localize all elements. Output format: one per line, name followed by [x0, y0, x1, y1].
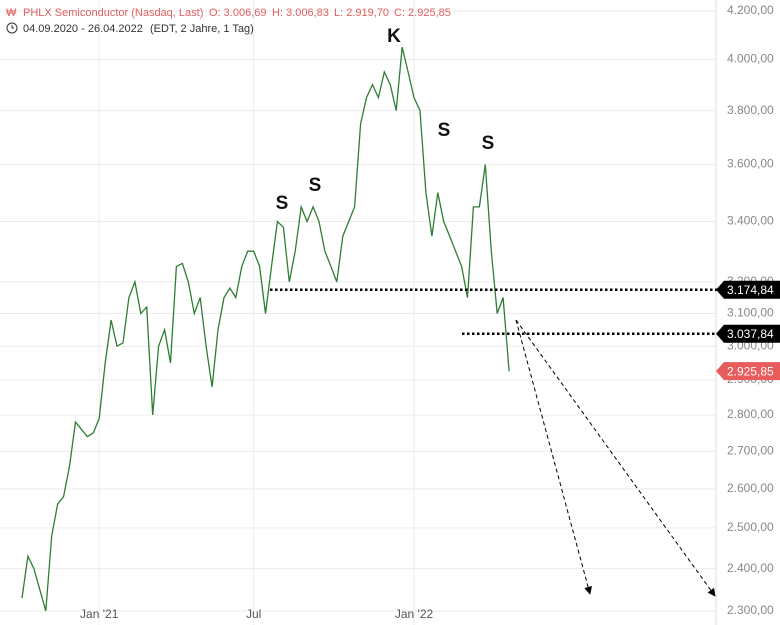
x-tick-label: Jan '22 [395, 607, 434, 621]
last-tag [716, 362, 780, 381]
y-tick-label: 4.000,00 [727, 52, 774, 66]
range-note: (EDT, 2 Jahre, 1 Tag) [150, 23, 254, 35]
ohlc-low: L: 2.919,70 [334, 7, 389, 19]
y-tick-label: 3.600,00 [727, 157, 774, 171]
arrow [515, 319, 716, 597]
y-tick-label: 2.700,00 [727, 443, 774, 457]
y-tick-label: 3.800,00 [727, 103, 774, 117]
x-tick-label: Jan '21 [80, 607, 119, 621]
y-tick-label: 2.300,00 [727, 603, 774, 617]
level-label: 3.174,84 [727, 283, 774, 297]
annotation: S [309, 175, 322, 196]
level-tag [716, 324, 780, 343]
annotation: S [482, 133, 495, 154]
annotation: K [387, 26, 401, 47]
y-tick-label: 2.600,00 [727, 481, 774, 495]
y-tick-label: 3.400,00 [727, 214, 774, 228]
x-tick-label: Jul [246, 607, 261, 621]
price-line [21, 46, 510, 612]
y-tick-label: 3.100,00 [727, 306, 774, 320]
ohlc-high: H: 3.006,83 [272, 7, 329, 19]
ohlc-open: O: 3.006,69 [209, 7, 267, 19]
y-tick-label: 4.200,00 [727, 3, 774, 17]
icon: ₩ [6, 7, 17, 19]
arrow [515, 319, 592, 595]
level-tag [716, 280, 780, 299]
clock-hand [11, 25, 14, 29]
date-range: 04.09.2020 - 26.04.2022 [23, 23, 143, 35]
y-tick-label: 2.800,00 [727, 407, 774, 421]
annotation: S [276, 193, 289, 214]
level-label: 3.037,84 [727, 327, 774, 341]
clock-icon [6, 22, 18, 34]
y-tick-label: 2.500,00 [727, 520, 774, 534]
chart-title: PHLX Semiconductor (Nasdaq, Last) [23, 7, 203, 19]
last-label: 2.925,85 [727, 364, 774, 378]
grid [0, 0, 716, 625]
y-tick-label: 2.400,00 [727, 561, 774, 575]
annotation: S [438, 120, 451, 141]
ohlc-close: C: 2.925,85 [394, 7, 451, 19]
